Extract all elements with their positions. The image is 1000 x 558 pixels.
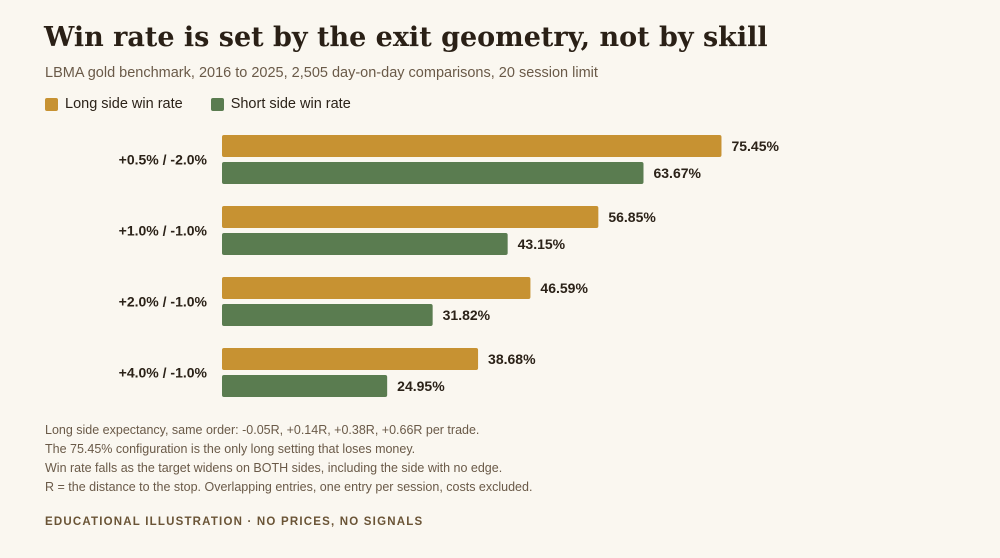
bar-short [222, 304, 433, 326]
data-label: 46.59% [540, 280, 588, 296]
category-label: +1.0% / -1.0% [119, 223, 208, 239]
category-label: +4.0% / -1.0% [119, 365, 208, 381]
bar-long [222, 135, 722, 157]
legend-swatch-short [210, 97, 224, 111]
notes: Long side expectancy, same order: -0.05R… [45, 421, 532, 497]
note-line: The 75.45% configuration is the only lon… [45, 442, 416, 456]
data-label: 31.82% [443, 307, 491, 323]
legend: Long side win rate Short side win rate [45, 96, 351, 112]
bar-short [222, 233, 508, 255]
note-line: R = the distance to the stop. Overlappin… [45, 480, 533, 494]
bar-chart: +0.5% / -2.0% 75.45% 63.67% +1.0% / -1.0% 56… [119, 135, 780, 397]
legend-swatch-long [45, 97, 58, 111]
legend-item-long: Long side win rate [45, 96, 183, 112]
note-line: Long side expectancy, same order: -0.05R… [45, 423, 480, 437]
data-label: 75.45% [731, 138, 779, 154]
legend-label-long: Long side win rate [65, 96, 183, 112]
data-label: 63.67% [653, 165, 701, 181]
legend-label-short: Short side win rate [230, 96, 351, 112]
data-label: 24.95% [397, 378, 445, 394]
footer-disclaimer: EDUCATIONAL ILLUSTRATION · NO PRICES, NO… [45, 516, 424, 528]
data-label: 38.68% [488, 351, 536, 367]
legend-item-short: Short side win rate [210, 96, 351, 112]
data-label: 43.15% [518, 236, 566, 252]
bar-long [222, 206, 599, 228]
note-line: Win rate falls as the target widens on B… [45, 461, 503, 475]
category-label: +2.0% / -1.0% [119, 294, 208, 310]
bar-long [222, 348, 479, 370]
category-label: +0.5% / -2.0% [119, 152, 208, 168]
chart-title: Win rate is set by the exit geometry, no… [44, 22, 768, 53]
bar-short [222, 162, 644, 184]
bar-long [222, 277, 531, 299]
data-label: 56.85% [608, 209, 656, 225]
bar-short [222, 375, 388, 397]
chart-subtitle: LBMA gold benchmark, 2016 to 2025, 2,505… [45, 65, 598, 81]
